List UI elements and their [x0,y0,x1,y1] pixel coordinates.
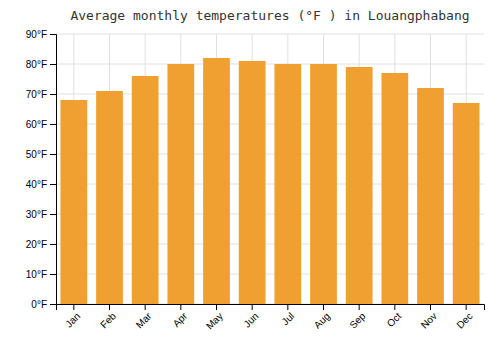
y-axis: 0°F 10°F 20°F 30°F 40°F 50°F 60°F 70°F 80°F 90°F [26,29,57,310]
bar [203,58,230,304]
tick-label: Jul [279,310,296,327]
tick-mark [50,154,56,155]
tick-label: Oct [385,310,404,329]
bar [239,61,266,304]
bar [381,73,408,304]
tick: May [204,304,225,332]
tick: Jul [279,304,296,327]
tick: 80°F [26,59,56,70]
bar [60,100,87,304]
tick-mark [252,304,253,310]
tick-label: May [204,310,225,331]
tick-mark [359,304,360,310]
tick-label: Apr [171,310,190,329]
bar [167,64,194,304]
tick-mark [50,184,56,185]
tick-mark [50,124,56,125]
tick-label: 70°F [26,89,47,100]
tick-label: Sep [347,310,368,331]
tick-mark [50,274,56,275]
tick: Feb [98,304,118,330]
tick: Apr [171,304,190,329]
tick-mark [180,304,181,310]
tick-mark [50,304,56,305]
tick-label: 20°F [26,239,47,250]
tick-label: 80°F [26,59,47,70]
tick-label: Aug [312,310,332,330]
bar [274,64,301,304]
tick: 10°F [26,269,56,280]
tick: Mar [134,304,154,330]
axis-line [50,35,57,305]
tick-label: 50°F [26,149,47,160]
grid-line [56,64,484,65]
tick-mark [466,304,467,310]
tick-mark [50,214,56,215]
tick-mark [50,34,56,35]
tick-label: 0°F [31,299,47,310]
bar [453,103,480,304]
axis-line [57,305,485,311]
tick-label: Dec [454,310,474,330]
tick-label: 10°F [26,269,47,280]
bars [60,58,479,304]
grid [56,34,484,304]
tick-mark [73,304,74,310]
plot-area: 0°F 10°F 20°F 30°F 40°F 50°F 60°F 70°F 80°F 90°F J… [26,29,485,332]
tick: Jun [241,304,260,330]
tick: Oct [385,304,404,329]
tick-mark [323,304,324,310]
tick-mark [430,304,431,310]
tick: Sep [347,304,368,331]
tick: Jan [63,304,82,330]
x-axis: Jan Feb Mar Apr May Jun Jul Aug Sep Oct Nov Dec [57,304,485,332]
tick-mark [145,304,146,310]
tick-mark [394,304,395,310]
bar [346,67,373,304]
tick-label: Mar [134,310,154,330]
tick: Nov [419,304,439,331]
bar [310,64,337,304]
tick-mark [50,244,56,245]
tick-label: 60°F [26,119,47,130]
tick: 0°F [31,299,56,310]
tick: Aug [312,304,332,331]
title: Average monthly temperatures (°F ) in Lo… [70,8,469,23]
tick-mark [50,94,56,95]
tick-label: Jun [241,310,260,329]
chart: 0°F 10°F 20°F 30°F 40°F 50°F 60°F 70°F 80°F 90°F J… [0,0,500,350]
tick: Dec [454,304,474,331]
bar [417,88,444,304]
tick-mark [50,64,56,65]
tick: 40°F [26,179,56,190]
tick: 30°F [26,209,56,220]
tick-mark [287,304,288,310]
tick-mark [216,304,217,310]
bar [96,91,123,304]
tick: 60°F [26,119,56,130]
tick-label: Feb [98,310,118,330]
grid-line [56,34,484,35]
tick-mark [109,304,110,310]
tick: 50°F [26,149,56,160]
tick-label: Nov [419,310,439,330]
tick-label: 90°F [26,29,47,40]
tick-label: 40°F [26,179,47,190]
tick: 90°F [26,29,56,40]
bar [132,76,159,304]
tick-label: Jan [63,310,82,329]
tick-label: 30°F [26,209,47,220]
tick: 20°F [26,239,56,250]
tick: 70°F [26,89,56,100]
